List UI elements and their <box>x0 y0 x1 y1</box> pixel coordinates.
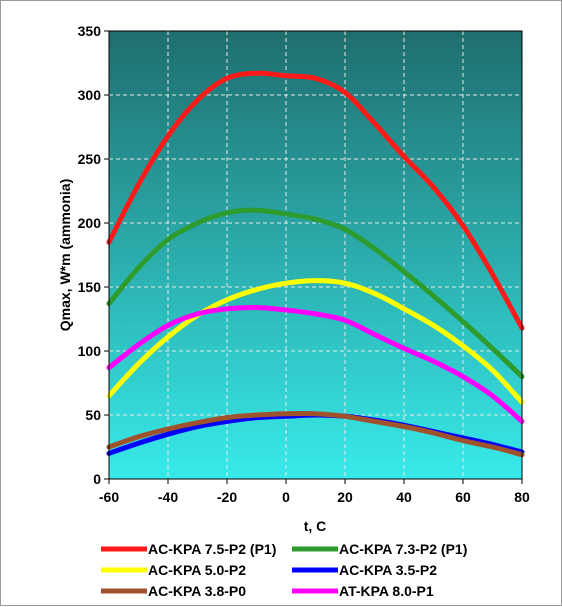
series-line-at-kpa-8-0-p1 <box>106 304 525 424</box>
x-tick-label: -20 <box>217 489 237 505</box>
x-axis-ticks: -60 -40 -20 0 20 40 60 80 <box>99 479 530 505</box>
plot-area-background <box>109 31 522 479</box>
y-axis-title: Qmax, W*m (ammonia) <box>57 179 73 331</box>
legend-label-ac-kpa-5-0-p2: AC-KPA 5.0-P2 <box>148 562 246 578</box>
x-tick-label: 0 <box>282 489 290 505</box>
legend-label-ac-kpa-7-3-p2-p1: AC-KPA 7.3-P2 (P1) <box>339 541 467 557</box>
y-axis-ticks: 0 50 100 150 200 250 300 350 <box>78 23 109 487</box>
series-line-ac-kpa-7-3-p2-p1 <box>106 207 525 380</box>
legend-label-ac-kpa-7-5-p2-p1: AC-KPA 7.5-P2 (P1) <box>148 541 276 557</box>
x-tick-label: -60 <box>99 489 119 505</box>
y-tick-label: 150 <box>78 279 102 295</box>
x-tick-label: 80 <box>514 489 530 505</box>
series-lines <box>106 70 525 458</box>
legend-label-ac-kpa-3-5-p2: AC-KPA 3.5-P2 <box>339 562 437 578</box>
y-tick-label: 100 <box>78 343 102 359</box>
y-tick-label: 0 <box>93 471 101 487</box>
legend: AC-KPA 7.5-P2 (P1) AC-KPA 7.3-P2 (P1) AC-K… <box>101 541 467 599</box>
x-tick-label: -40 <box>158 489 178 505</box>
plot-area-border <box>108 30 523 480</box>
x-tick-label: 60 <box>455 489 471 505</box>
series-line-ac-kpa-3-8-p0 <box>106 410 525 458</box>
x-axis-title: t, C <box>304 518 327 534</box>
x-tick-label: 20 <box>337 489 353 505</box>
grid <box>109 31 522 479</box>
series-line-ac-kpa-5-0-p2 <box>106 278 525 405</box>
series-line-ac-kpa-7-5-p2-p1 <box>106 70 525 331</box>
x-tick-label: 40 <box>396 489 412 505</box>
y-tick-label: 50 <box>85 407 101 423</box>
legend-label-ac-kpa-3-8-p0: AC-KPA 3.8-P0 <box>148 583 246 599</box>
y-tick-label: 300 <box>78 87 102 103</box>
y-tick-label: 350 <box>78 23 102 39</box>
y-tick-label: 250 <box>78 151 102 167</box>
y-tick-label: 200 <box>78 215 102 231</box>
legend-label-at-kpa-8-0-p1: AT-KPA 8.0-P1 <box>339 583 434 599</box>
